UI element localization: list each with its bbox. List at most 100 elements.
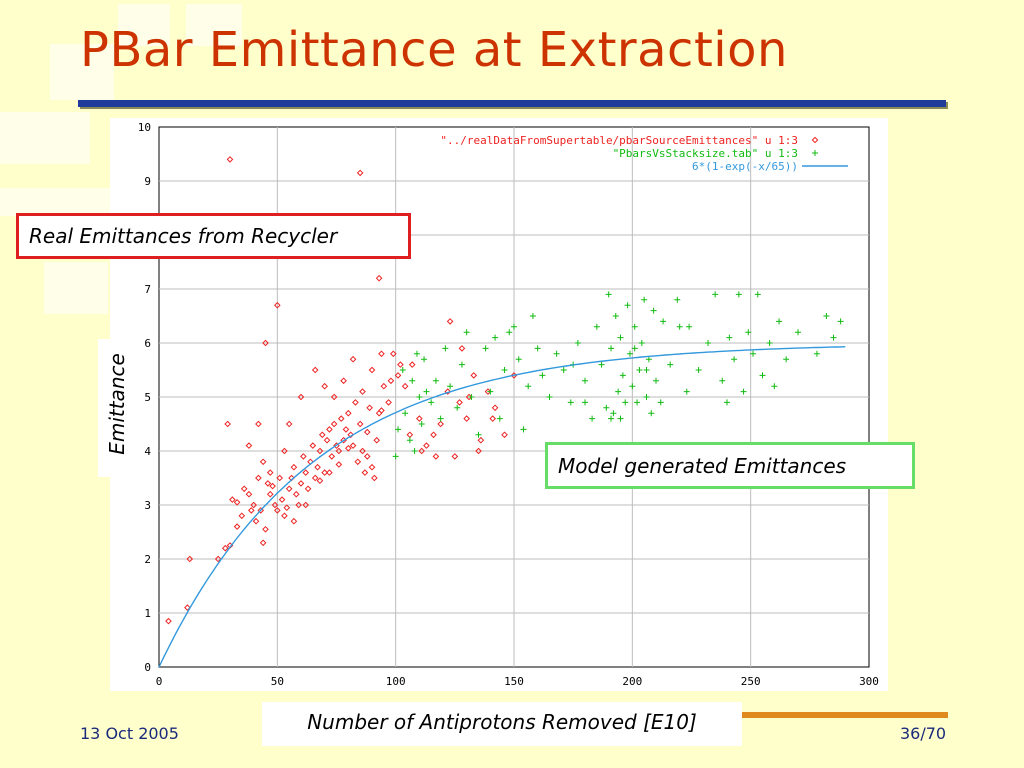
model-data-point [496,415,503,422]
x-tick-label: 0 [156,675,163,688]
model-data-point [492,334,499,341]
real-data-point [290,517,298,525]
model-data-point [560,367,567,373]
real-data-point [356,169,364,177]
real-data-point [418,447,426,455]
real-data-point [437,420,444,428]
real-data-point [316,477,324,485]
real-data-point [337,415,345,422]
y-tick-label: 3 [144,499,151,512]
callout-model-emittances: Model generated Emittances [545,442,915,489]
footer-page-number: 36/70 [900,724,947,743]
x-tick-label: 100 [386,675,406,688]
real-data-point [318,431,326,439]
y-tick-label: 4 [144,445,151,458]
real-data-point [233,523,241,530]
model-data-point [553,350,560,357]
model-data-point [567,399,574,406]
y-tick-label: 0 [144,661,151,674]
real-data-point [302,469,310,476]
real-data-point [489,415,497,422]
real-data-point [274,301,281,309]
real-data-point [247,507,255,514]
model-data-point [617,334,624,341]
real-data-point [491,404,499,412]
real-data-point [444,388,452,395]
model-data-point [657,399,664,406]
x-tick-label: 250 [741,675,761,688]
real-data-point [295,501,302,509]
real-data-point [394,372,402,379]
model-data-point [636,367,643,373]
model-data-point [539,372,546,379]
model-data-point [515,356,522,363]
real-data-point [221,544,229,552]
model-data-point [458,361,465,368]
real-data-point [226,156,234,163]
real-data-point [373,436,381,444]
real-data-point [233,498,241,506]
model-data-point [653,377,659,384]
model-data-point [392,453,399,460]
real-data-point [278,496,286,503]
real-data-point [345,409,352,417]
real-data-point [416,415,423,422]
real-data-point [297,480,305,487]
y-tick-label: 10 [138,121,151,134]
real-data-point [330,393,338,401]
x-tick-label: 150 [504,675,524,688]
real-data-point [262,525,269,533]
model-data-point [520,426,527,433]
model-data-point [629,383,636,390]
model-data-point [447,383,454,390]
real-data-point [408,361,416,368]
model-data-point [463,329,470,336]
model-data-point [395,426,402,433]
model-data-point [634,399,641,406]
real-data-point [430,431,437,439]
real-data-point [366,404,373,412]
model-data-point [759,372,766,379]
real-data-point [252,517,260,525]
real-data-point [255,474,262,482]
y-axis-label-box: Emittance [98,339,136,477]
real-data-point [316,447,324,455]
real-data-point [321,382,328,390]
real-data-point [345,444,352,452]
model-data-point [428,399,435,406]
model-data-point [830,334,837,341]
real-data-point [245,490,253,498]
real-data-point [340,377,347,385]
model-data-point [475,431,482,438]
real-data-point [271,501,279,509]
real-data-point [240,485,248,493]
real-data-point [255,420,262,428]
background-tile [186,4,242,46]
model-data-point [837,318,844,325]
model-data-point [511,323,517,330]
model-data-point [619,372,626,379]
real-data-point [290,463,298,471]
real-data-point [262,339,269,347]
model-data-point [740,388,747,395]
model-data-point [695,367,702,373]
model-data-point [482,345,489,352]
real-data-point [186,555,194,563]
real-data-point [406,431,414,439]
model-data-point [418,421,425,427]
model-data-point [574,340,581,346]
model-data-point [712,291,719,298]
real-data-point [266,469,274,476]
real-data-point [300,453,307,460]
model-data-point [454,404,461,411]
real-data-point [257,507,265,514]
real-data-point [309,442,317,449]
real-data-point [371,474,378,482]
model-data-point [622,399,629,406]
background-tile [0,112,90,164]
real-data-point [397,361,404,368]
model-data-point [638,340,645,346]
real-data-point [380,382,388,390]
real-data-point [285,485,293,493]
model-data-point [776,318,783,325]
